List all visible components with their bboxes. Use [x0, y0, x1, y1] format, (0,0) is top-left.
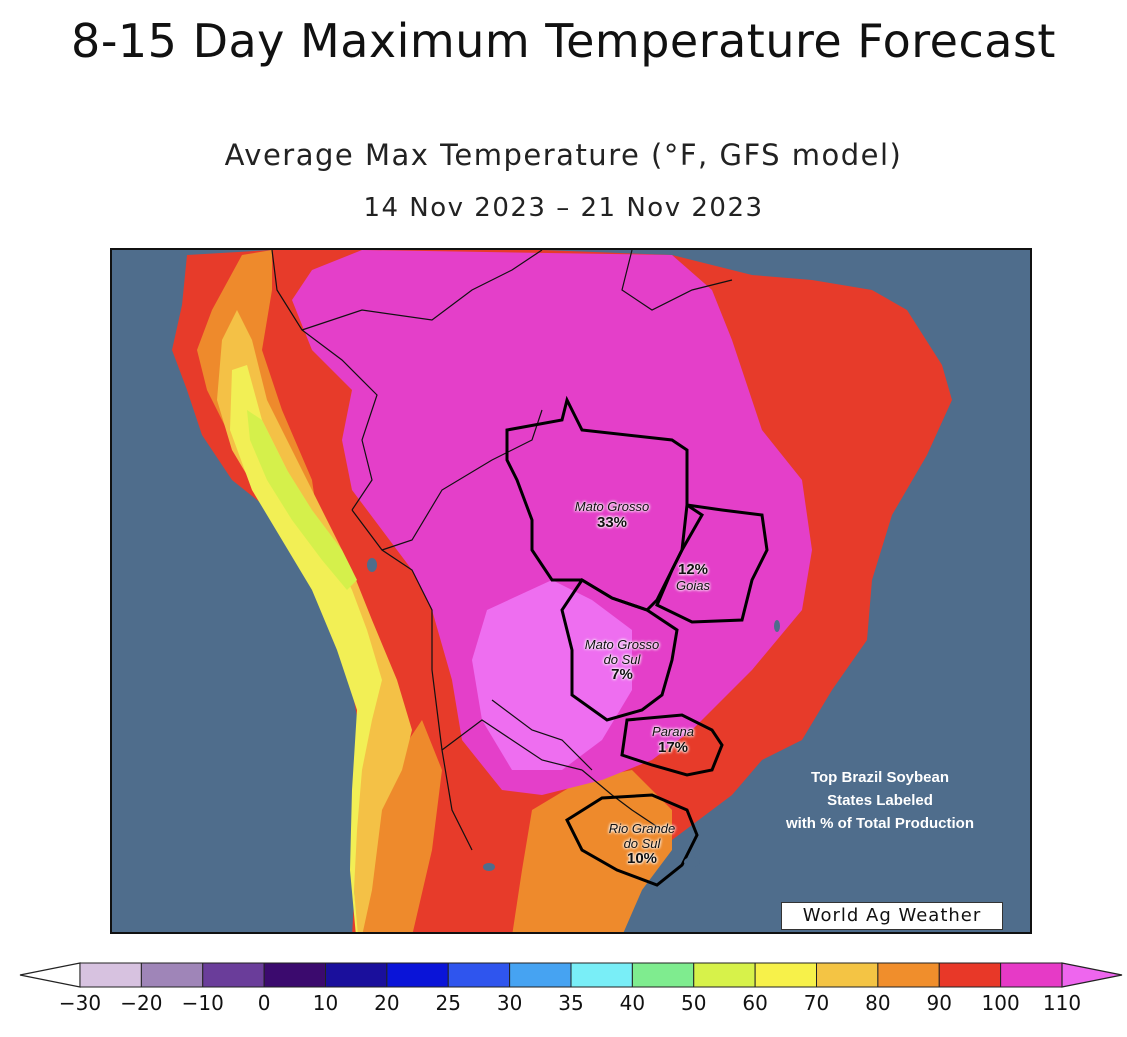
legend-bin [631, 962, 695, 988]
temperature-map: Mato Grosso 33% 12% Goias Mato Grosso do… [110, 248, 1032, 934]
legend-tick-label: 35 [558, 991, 583, 1015]
outline-goias [655, 503, 769, 624]
zone-110f-core [472, 580, 632, 770]
state-name-line2: do Sul [623, 835, 661, 851]
lake [367, 558, 377, 572]
country-borders [271, 250, 733, 851]
outline-mato-grosso-do-sul [560, 577, 679, 722]
state-share: 12% [677, 561, 709, 578]
legend-bin [386, 962, 449, 988]
state-name: Goias [676, 577, 710, 593]
legend-bin [570, 962, 633, 988]
legend-bin [816, 962, 879, 988]
legend-tick-label: −20 [120, 991, 162, 1015]
label-mato-grosso: Mato Grosso 33% [542, 499, 682, 531]
zone-60f-andes [230, 365, 382, 932]
legend-bin [877, 962, 940, 988]
legend-under-arrow [19, 962, 81, 988]
legend-tick-label: 60 [742, 991, 767, 1015]
date-range: 14 Nov 2023 – 21 Nov 2023 [363, 193, 764, 223]
legend-tick-label: 10 [313, 991, 338, 1015]
legend-bin [938, 962, 1002, 988]
legend-bin [447, 962, 511, 988]
note-line-3: with % of Total Production [785, 815, 975, 832]
legend-bin [202, 962, 265, 988]
legend-tick-label: −10 [182, 991, 224, 1015]
legend-tick-label: 50 [681, 991, 706, 1015]
legend-tick-label: 20 [374, 991, 399, 1015]
state-name-line2: do Sul [603, 651, 641, 667]
lake [774, 620, 780, 632]
legend-bin [140, 962, 204, 988]
legend-bin [79, 962, 142, 988]
state-name: Mato Grosso [574, 499, 650, 514]
state-share: 17% [657, 738, 689, 756]
state-name-line1: Rio Grande [608, 821, 676, 836]
state-name: Parana [652, 724, 694, 739]
state-share: 7% [611, 666, 633, 684]
legend-bin [754, 962, 817, 988]
note-line-1: Top Brazil Soybean [810, 769, 950, 786]
note-line-2: States Labeled [827, 792, 933, 809]
soybean-state-outlines [505, 395, 769, 887]
state-share: 10% [626, 850, 658, 868]
legend-tick-label: 30 [497, 991, 522, 1015]
legend-bin [509, 962, 572, 988]
state-name-line1: Mato Grosso [584, 637, 660, 652]
legend-bin [693, 962, 756, 988]
outline-rio-grande-do-sul [565, 793, 699, 887]
legend-bin [1000, 962, 1063, 988]
legend-tick-label: 25 [436, 991, 461, 1015]
zone-100f-interior [292, 250, 812, 795]
color-legend: −30 −20 −10 0 10 20 25 30 35 40 50 60 70 80 90 100 110 [19, 962, 1123, 1015]
legend-tick-label: −30 [59, 991, 101, 1015]
label-parana: Parana 17% [628, 724, 718, 756]
map-canvas [112, 250, 1030, 932]
page-title: 8-15 Day Maximum Temperature Forecast [71, 14, 1056, 68]
legend-over-arrow [1061, 962, 1123, 988]
legend-bin [263, 962, 326, 988]
lake [684, 857, 700, 867]
label-goias: 12% Goias [652, 561, 734, 593]
legend-tick-label: 110 [1043, 991, 1081, 1015]
legend-tick-label: 70 [804, 991, 829, 1015]
lake [483, 863, 495, 871]
zone-80f-andes-foot [362, 720, 442, 932]
outline-parana [620, 713, 724, 777]
legend-tick-label: 80 [865, 991, 890, 1015]
state-share: 33% [596, 513, 628, 531]
soybean-note: Top Brazil Soybean States Labeled with %… [745, 766, 1015, 835]
map-title: Average Max Temperature (°F, GFS model) [224, 138, 903, 172]
label-mato-grosso-do-sul: Mato Grosso do Sul 7% [552, 637, 692, 684]
legend-tick-label: 0 [258, 991, 271, 1015]
outline-mato-grosso [505, 395, 704, 612]
legend-tick-label: 40 [620, 991, 645, 1015]
label-rio-grande-do-sul: Rio Grande do Sul 10% [582, 821, 702, 868]
legend-bin [325, 962, 388, 988]
legend-tick-label: 100 [982, 991, 1020, 1015]
legend-tick-label: 90 [927, 991, 952, 1015]
watermark: World Ag Weather [781, 902, 1003, 930]
zone-50f-andes [247, 410, 357, 590]
